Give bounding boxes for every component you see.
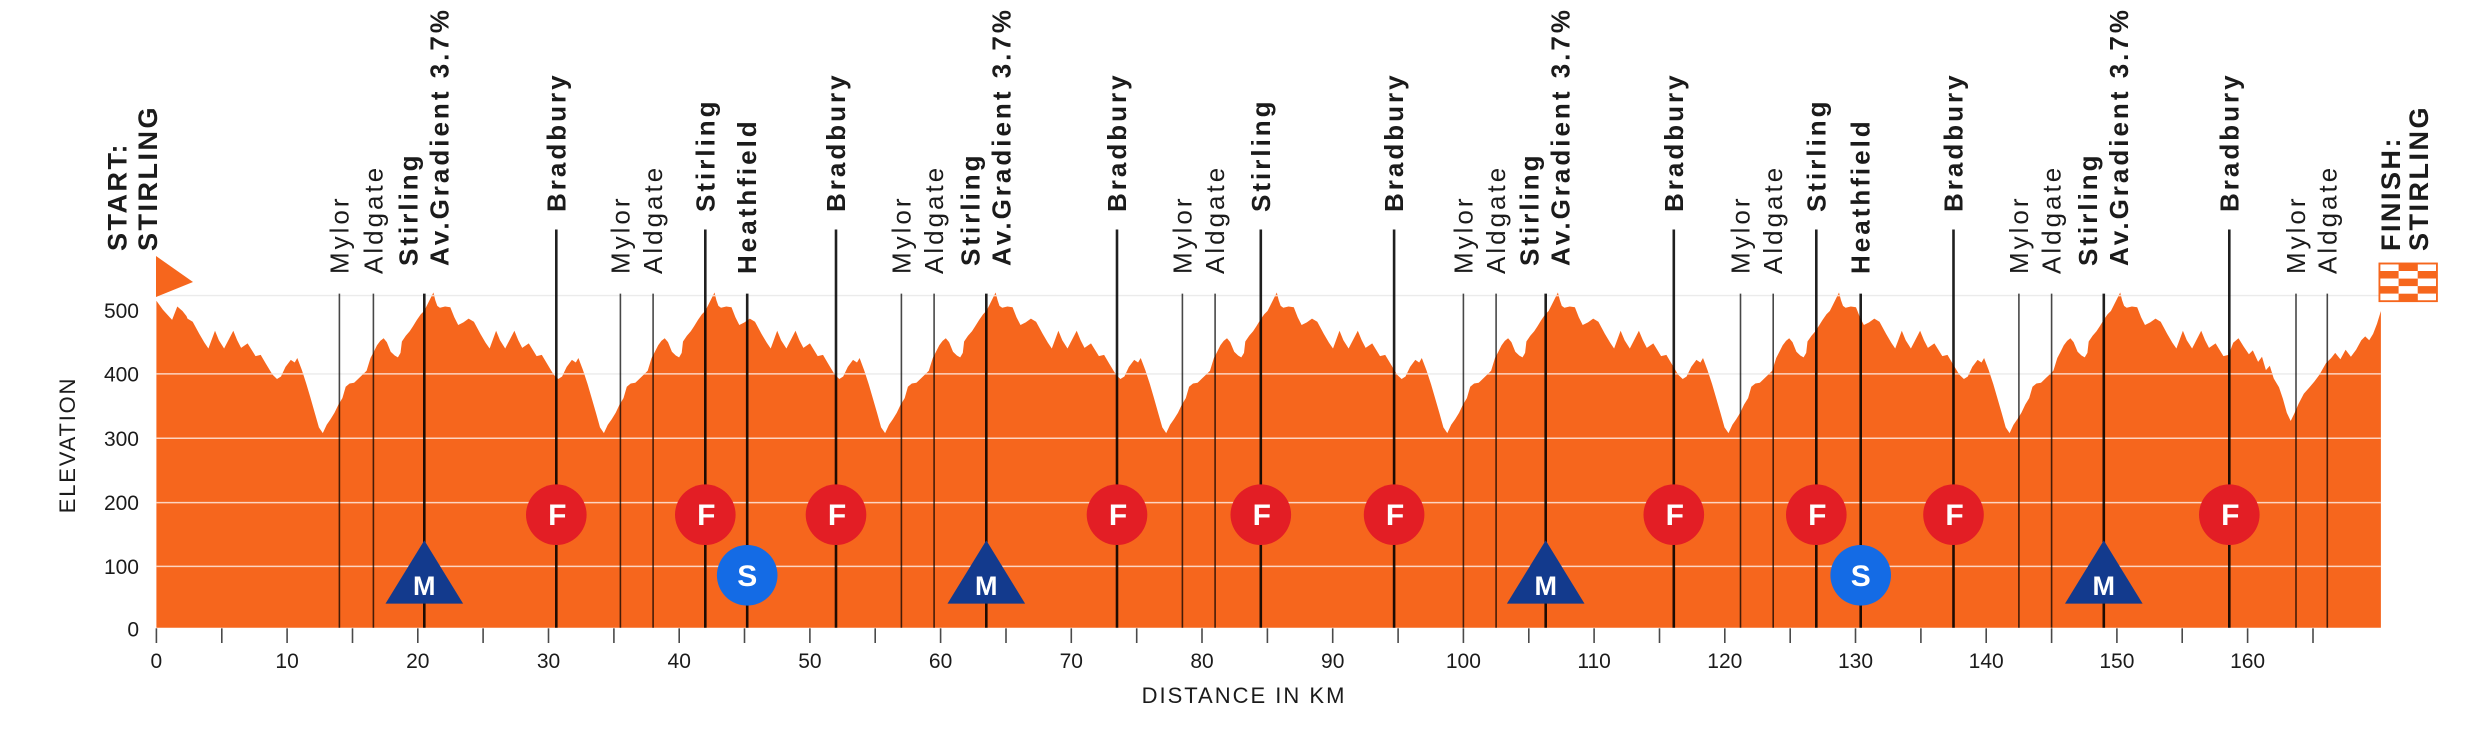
svg-text:Aldgate: Aldgate — [1200, 165, 1230, 274]
svg-text:Heathfield: Heathfield — [732, 118, 762, 274]
svg-text:500: 500 — [104, 300, 139, 323]
svg-text:Av.Gradient 3.7%: Av.Gradient 3.7% — [2104, 7, 2134, 266]
svg-text:Heathfield: Heathfield — [1846, 118, 1876, 274]
svg-text:Aldgate: Aldgate — [2037, 165, 2067, 274]
svg-text:400: 400 — [104, 363, 139, 386]
svg-text:140: 140 — [1969, 650, 2004, 673]
svg-text:30: 30 — [537, 650, 560, 673]
svg-text:110: 110 — [1577, 650, 1610, 673]
svg-text:Mylor: Mylor — [1448, 195, 1478, 274]
svg-text:120: 120 — [1707, 650, 1742, 673]
svg-text:Mylor: Mylor — [886, 195, 916, 274]
svg-text:Stirling: Stirling — [1246, 98, 1276, 212]
svg-text:10: 10 — [275, 650, 298, 673]
svg-text:0: 0 — [151, 650, 163, 673]
svg-text:Mylor: Mylor — [605, 195, 635, 274]
svg-text:Aldgate: Aldgate — [2312, 165, 2342, 274]
svg-text:F: F — [828, 499, 846, 532]
svg-text:Bradbury: Bradbury — [1379, 72, 1409, 212]
svg-text:90: 90 — [1321, 650, 1344, 673]
svg-text:Bradbury: Bradbury — [2214, 72, 2244, 212]
svg-text:Aldgate: Aldgate — [358, 165, 388, 274]
svg-text:M: M — [1534, 571, 1557, 601]
svg-text:Mylor: Mylor — [1726, 195, 1756, 274]
svg-text:F: F — [697, 499, 715, 532]
svg-text:F: F — [1666, 499, 1684, 532]
svg-text:F: F — [1945, 499, 1963, 532]
svg-text:100: 100 — [1446, 650, 1481, 673]
svg-text:M: M — [975, 571, 998, 601]
svg-text:Bradbury: Bradbury — [821, 72, 851, 212]
svg-text:F: F — [1808, 499, 1826, 532]
svg-text:150: 150 — [2099, 650, 2134, 673]
svg-text:Av.Gradient 3.7%: Av.Gradient 3.7% — [986, 7, 1016, 266]
svg-text:300: 300 — [104, 428, 139, 451]
svg-text:Bradbury: Bradbury — [1939, 72, 1969, 212]
svg-text:Aldgate: Aldgate — [919, 165, 949, 274]
svg-text:FINISH:: FINISH: — [2376, 136, 2406, 251]
svg-text:M: M — [413, 571, 436, 601]
svg-text:STIRLING: STIRLING — [133, 105, 163, 251]
svg-text:200: 200 — [104, 492, 139, 515]
svg-text:DISTANCE IN KM: DISTANCE IN KM — [1142, 683, 1347, 708]
svg-text:20: 20 — [406, 650, 429, 673]
svg-text:Av.Gradient 3.7%: Av.Gradient 3.7% — [424, 7, 454, 266]
svg-text:M: M — [2093, 571, 2116, 601]
svg-text:Bradbury: Bradbury — [541, 72, 571, 212]
svg-text:160: 160 — [2230, 650, 2265, 673]
svg-text:STIRLING: STIRLING — [2404, 105, 2434, 251]
svg-text:80: 80 — [1190, 650, 1213, 673]
svg-text:F: F — [1253, 499, 1271, 532]
svg-text:50: 50 — [798, 650, 821, 673]
svg-text:Mylor: Mylor — [324, 195, 354, 274]
svg-text:F: F — [1109, 499, 1127, 532]
svg-text:70: 70 — [1060, 650, 1083, 673]
svg-text:Stirling: Stirling — [690, 98, 720, 212]
svg-text:Aldgate: Aldgate — [638, 165, 668, 274]
svg-text:Stirling: Stirling — [1801, 98, 1831, 212]
svg-text:Mylor: Mylor — [2281, 195, 2311, 274]
svg-text:Aldgate: Aldgate — [1481, 165, 1511, 274]
svg-text:130: 130 — [1838, 650, 1873, 673]
svg-text:Mylor: Mylor — [2004, 195, 2034, 274]
svg-text:Stirling: Stirling — [955, 152, 985, 266]
svg-text:60: 60 — [929, 650, 952, 673]
svg-text:100: 100 — [104, 556, 139, 579]
svg-text:Stirling: Stirling — [393, 152, 423, 266]
svg-text:F: F — [2221, 499, 2239, 532]
svg-text:Bradbury: Bradbury — [1659, 72, 1689, 212]
svg-text:Av.Gradient 3.7%: Av.Gradient 3.7% — [1546, 7, 1576, 266]
svg-text:Stirling: Stirling — [1515, 152, 1545, 266]
svg-text:Aldgate: Aldgate — [1758, 165, 1788, 274]
svg-text:40: 40 — [668, 650, 691, 673]
svg-text:0: 0 — [127, 619, 139, 642]
svg-text:ELEVATION: ELEVATION — [55, 377, 80, 513]
svg-text:START:: START: — [103, 142, 133, 251]
svg-text:S: S — [1851, 560, 1871, 593]
svg-text:Stirling: Stirling — [2073, 152, 2103, 266]
svg-text:Mylor: Mylor — [1167, 195, 1197, 274]
svg-text:F: F — [548, 499, 566, 532]
svg-text:Bradbury: Bradbury — [1102, 72, 1132, 212]
svg-text:F: F — [1386, 499, 1404, 532]
svg-text:S: S — [737, 560, 757, 593]
